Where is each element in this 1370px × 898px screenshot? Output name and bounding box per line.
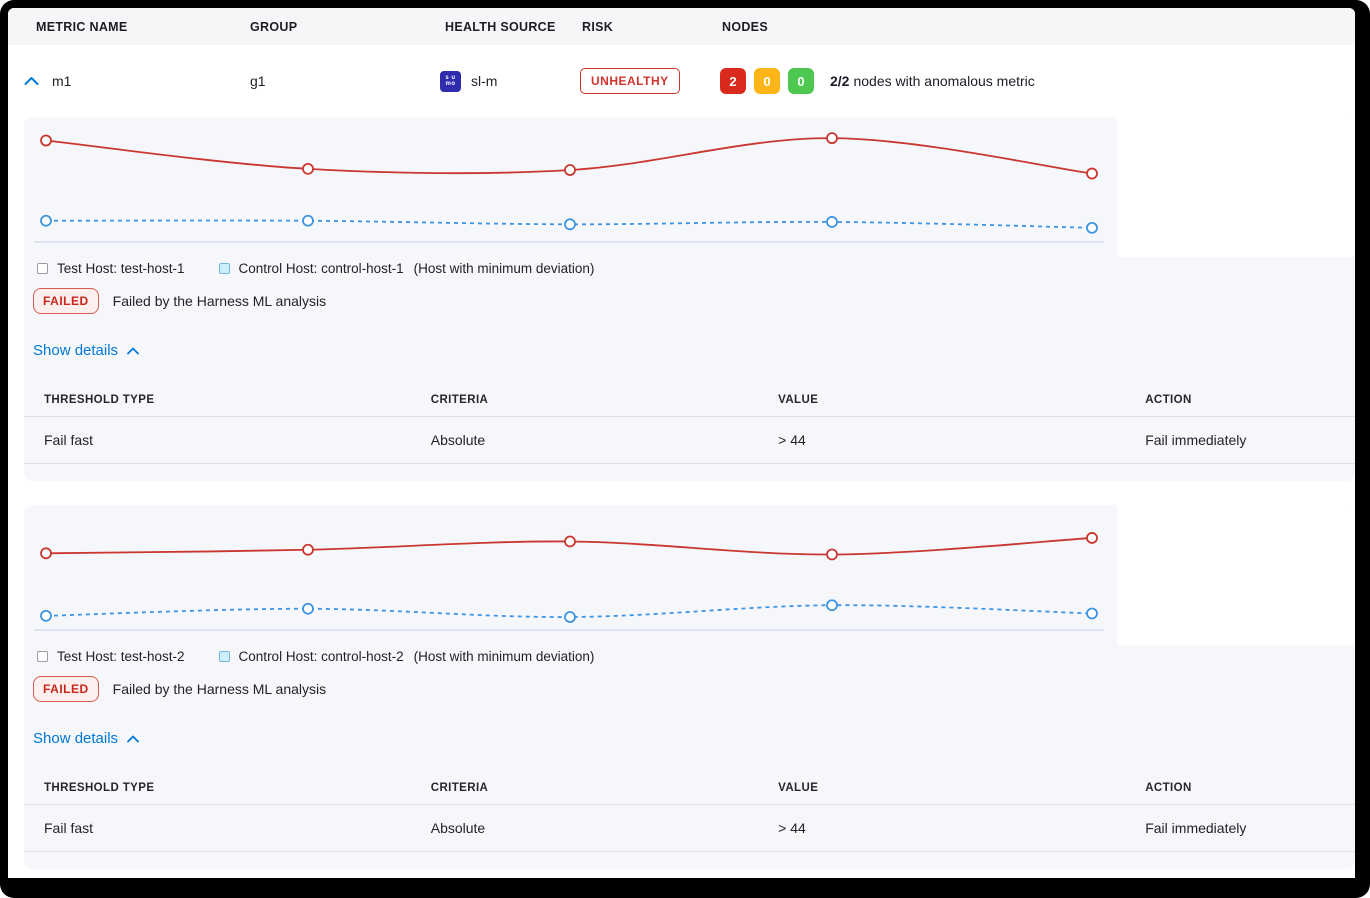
timeseries-chart xyxy=(34,132,1104,243)
action-cell: Fail immediately xyxy=(1145,432,1247,448)
data-point-marker xyxy=(564,164,576,176)
analysis-failed-reason: Failed by the Harness ML analysis xyxy=(112,293,327,309)
data-point-marker xyxy=(826,216,838,228)
threshold-type-cell: Fail fast xyxy=(44,820,94,836)
threshold-table: THRESHOLD TYPE CRITERIA VALUE ACTION Fai… xyxy=(24,384,1355,481)
data-point-marker xyxy=(826,132,838,145)
nodes-ratio: 2/2 xyxy=(830,73,850,89)
value-cell: > 44 xyxy=(778,820,806,836)
columns-header: METRIC NAME GROUP HEALTH SOURCE RISK NOD… xyxy=(8,8,1355,45)
chart-right-whitespace xyxy=(1117,505,1355,645)
analysis-failed-badge: FAILED xyxy=(33,288,99,314)
warning-nodes-count-badge: 0 xyxy=(754,68,780,94)
health-source-value: sl-m xyxy=(471,73,498,89)
data-point-marker xyxy=(564,218,576,231)
analysis-failed-badge: FAILED xyxy=(33,676,99,702)
col-nodes: NODES xyxy=(722,19,768,34)
col-group: GROUP xyxy=(250,19,298,34)
threshold-type-cell: Fail fast xyxy=(44,432,94,448)
col-risk: RISK xyxy=(582,19,614,34)
legend-item-test-host[interactable]: Test Host: test-host-2 xyxy=(37,649,185,664)
risk-status-badge: UNHEALTHY xyxy=(580,68,680,94)
timeseries-chart-container xyxy=(24,505,1355,645)
node-analysis-panel: Test Host: test-host-2 Control Host: con… xyxy=(24,505,1355,869)
nodes-summary-text: 2/2 nodes with anomalous metric xyxy=(830,73,1035,89)
value-cell: > 44 xyxy=(778,432,806,448)
data-point-marker xyxy=(564,535,576,548)
chart-right-whitespace xyxy=(1117,117,1355,257)
threshold-table-header: THRESHOLD TYPE CRITERIA VALUE ACTION xyxy=(24,772,1355,805)
data-point-marker xyxy=(40,214,52,227)
chevron-up-icon xyxy=(127,347,139,354)
col-metric-name: METRIC NAME xyxy=(36,19,128,34)
data-point-marker xyxy=(1086,532,1098,544)
legend-item-test-host[interactable]: Test Host: test-host-1 xyxy=(37,261,185,276)
data-point-marker xyxy=(1086,167,1098,180)
healthy-nodes-count-badge: 0 xyxy=(788,68,814,94)
minimum-deviation-note: (Host with minimum deviation) xyxy=(413,649,595,664)
minimum-deviation-note: (Host with minimum deviation) xyxy=(413,261,595,276)
threshold-table-row: Fail fast Absolute > 44 Fail immediately xyxy=(24,805,1355,852)
collapse-chevron-icon[interactable] xyxy=(24,73,39,89)
chart-legend: Test Host: test-host-2 Control Host: con… xyxy=(24,645,1355,664)
control-host-checkbox[interactable] xyxy=(218,651,230,662)
data-point-marker xyxy=(564,611,576,623)
data-point-marker xyxy=(1086,607,1098,620)
threshold-table: THRESHOLD TYPE CRITERIA VALUE ACTION Fai… xyxy=(24,772,1355,869)
control-host-checkbox[interactable] xyxy=(218,263,230,274)
metric-name-value: m1 xyxy=(52,73,72,89)
data-point-marker xyxy=(302,214,314,227)
data-point-marker xyxy=(826,548,838,561)
criteria-cell: Absolute xyxy=(430,820,486,836)
legend-item-control-host[interactable]: Control Host: control-host-2 xyxy=(218,649,404,664)
data-point-marker xyxy=(302,543,314,556)
sumo-logic-icon: s u mo xyxy=(440,70,461,92)
data-point-marker xyxy=(40,134,52,147)
data-point-marker xyxy=(826,599,838,612)
chart-legend: Test Host: test-host-1 Control Host: con… xyxy=(24,257,1355,276)
action-cell: Fail immediately xyxy=(1145,820,1247,836)
data-point-marker xyxy=(40,547,52,560)
criteria-cell: Absolute xyxy=(430,432,486,448)
test-host-checkbox[interactable] xyxy=(37,651,48,662)
test-host-checkbox[interactable] xyxy=(37,263,48,274)
analysis-failed-reason: Failed by the Harness ML analysis xyxy=(112,681,327,697)
data-point-marker xyxy=(302,602,314,615)
col-health-source: HEALTH SOURCE xyxy=(445,19,556,34)
show-details-link[interactable]: Show details xyxy=(33,730,139,747)
timeseries-chart-container xyxy=(24,117,1355,257)
legend-item-control-host[interactable]: Control Host: control-host-1 xyxy=(218,261,404,276)
node-analysis-panel: Test Host: test-host-1 Control Host: con… xyxy=(24,117,1355,481)
failed-nodes-count-badge: 2 xyxy=(720,68,746,94)
threshold-table-header: THRESHOLD TYPE CRITERIA VALUE ACTION xyxy=(24,384,1355,417)
data-point-marker xyxy=(302,162,314,175)
metric-row[interactable]: m1 g1 s u mo sl-m UNHEALTHY 2 0 0 2/2 node… xyxy=(8,45,1355,117)
chevron-up-icon xyxy=(127,735,139,742)
timeseries-chart xyxy=(34,532,1104,631)
metrics-analysis-view: METRIC NAME GROUP HEALTH SOURCE RISK NOD… xyxy=(8,8,1355,878)
data-point-marker xyxy=(1086,221,1098,234)
metric-group-value: g1 xyxy=(250,73,266,89)
data-point-marker xyxy=(40,609,52,622)
show-details-link[interactable]: Show details xyxy=(33,342,139,359)
threshold-table-row: Fail fast Absolute > 44 Fail immediately xyxy=(24,417,1355,464)
